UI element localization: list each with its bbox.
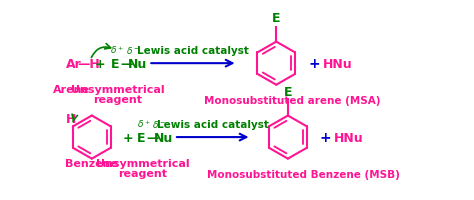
Text: $\delta^-$: $\delta^-$ [126,45,140,56]
Text: —H: —H [78,57,100,70]
Text: +: + [123,131,133,144]
Text: HNu: HNu [323,57,352,70]
Text: Ar: Ar [65,57,81,70]
Text: +: + [309,57,320,71]
Text: Lewis acid catalyst: Lewis acid catalyst [157,120,269,130]
Text: Monosubstituted arene (MSA): Monosubstituted arene (MSA) [203,96,380,106]
Text: $\delta^-$: $\delta^-$ [152,118,166,129]
Text: E: E [283,86,292,99]
Text: $\delta^+$: $\delta^+$ [110,44,125,56]
Text: Arene: Arene [53,85,90,95]
Text: Nu: Nu [154,131,173,144]
Text: —: — [147,131,159,144]
Text: E: E [272,12,281,25]
Text: Benzene: Benzene [65,159,118,168]
Text: HNu: HNu [334,131,363,144]
Text: Monosubstituted Benzene (MSB): Monosubstituted Benzene (MSB) [207,169,400,179]
Text: +: + [319,130,331,144]
Text: E: E [110,57,119,70]
Text: H: H [66,113,77,125]
Text: E: E [137,131,145,144]
Text: —: — [120,57,133,70]
Text: $\delta^+$: $\delta^+$ [137,118,151,129]
Text: reagent: reagent [118,168,167,178]
Text: Nu: Nu [128,57,146,70]
Text: reagent: reagent [93,94,142,104]
Text: +: + [95,57,106,70]
Text: Unsymmetrical: Unsymmetrical [96,159,190,168]
Text: Unsymmetrical: Unsymmetrical [71,85,164,95]
Text: Lewis acid catalyst: Lewis acid catalyst [137,46,248,56]
